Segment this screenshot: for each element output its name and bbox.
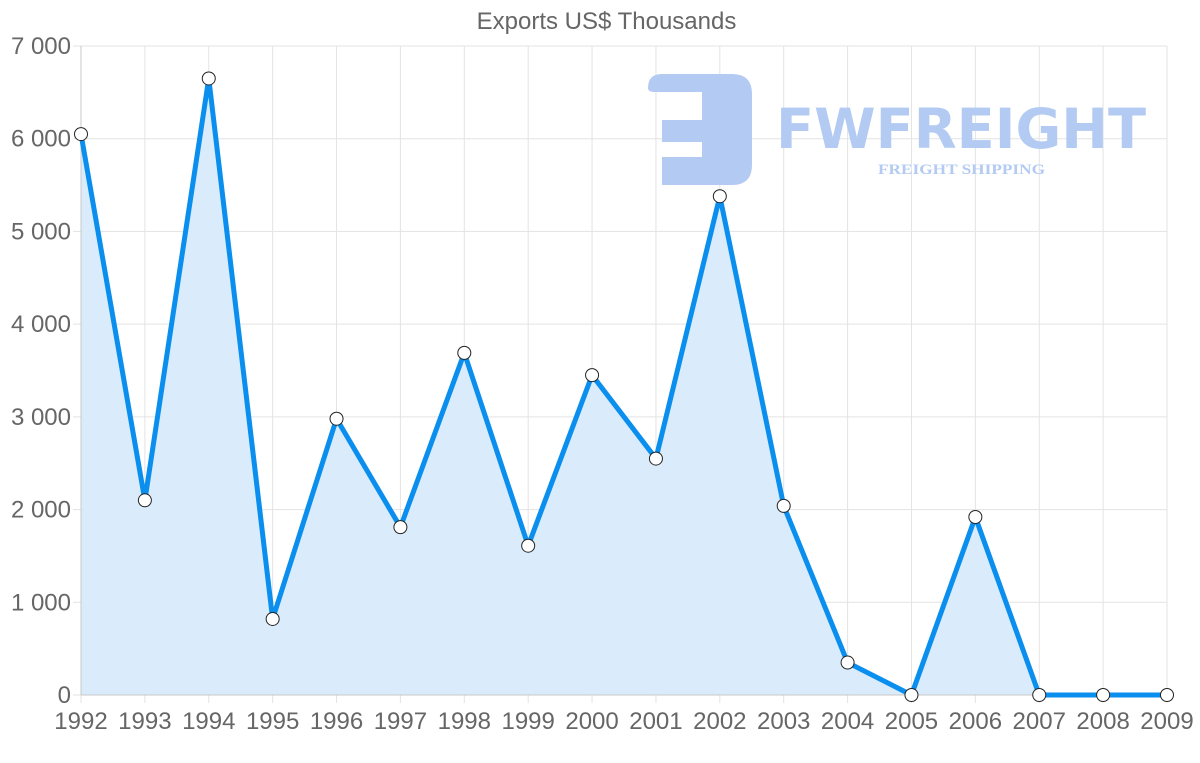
x-tick-label: 1995	[246, 708, 299, 735]
x-tick-label: 2008	[1076, 708, 1129, 735]
watermark-brand: FWFREIGHT	[776, 97, 1146, 161]
data-point-1994[interactable]	[201, 71, 216, 86]
data-point-1992[interactable]	[74, 127, 88, 142]
data-point-1999[interactable]	[521, 538, 536, 553]
y-tick-label: 3 000	[11, 404, 71, 431]
y-tick-label: 5 000	[11, 218, 71, 245]
data-point-1996[interactable]	[329, 411, 344, 426]
data-point-2007[interactable]	[1032, 688, 1047, 702]
data-point-2006[interactable]	[968, 509, 983, 524]
fwfreight-logo-icon	[648, 74, 752, 185]
x-tick-label: 1999	[501, 708, 554, 735]
x-tick-label: 1994	[182, 708, 235, 735]
y-tick-label: 2 000	[11, 497, 71, 524]
x-tick-label: 2007	[1013, 708, 1066, 735]
x-tick-label: 1996	[310, 708, 363, 735]
series-line	[78, 75, 1167, 698]
data-point-2008[interactable]	[1096, 688, 1111, 702]
data-points	[74, 71, 1174, 702]
data-point-1998[interactable]	[457, 345, 472, 360]
chart-title: Exports US$ Thousands	[476, 8, 737, 35]
x-tick-label: 2009	[1140, 708, 1193, 735]
x-tick-label: 2005	[885, 708, 938, 735]
x-tick-label: 2006	[949, 708, 1002, 735]
data-point-2003[interactable]	[776, 498, 791, 513]
x-tick-label: 1992	[54, 708, 107, 735]
data-point-2002[interactable]	[712, 189, 727, 204]
y-tick-label: 1 000	[11, 589, 71, 616]
x-tick-label: 2001	[629, 708, 682, 735]
data-point-2004[interactable]	[840, 655, 855, 670]
x-tick-label: 1993	[118, 708, 171, 735]
y-tick-label: 0	[58, 682, 71, 709]
y-axis-ticks: 0 1 000 2 000 3 000 4 000 5 000 6 000 7 000	[11, 33, 71, 709]
data-point-2001[interactable]	[648, 451, 663, 466]
watermark-tagline: FREIGHT SHIPPING	[878, 162, 1045, 178]
y-tick-label: 6 000	[11, 126, 71, 153]
x-axis-ticks: 1992 1993 1994 1995 1996 1997 1998 1999 2000 2001…	[54, 708, 1193, 735]
x-tick-label: 1998	[438, 708, 491, 735]
y-tick-label: 4 000	[11, 311, 71, 338]
data-point-2000[interactable]	[585, 368, 600, 383]
x-tick-label: 1997	[374, 708, 427, 735]
x-tick-label: 2004	[821, 708, 874, 735]
data-point-2009[interactable]	[1160, 688, 1174, 702]
x-tick-label: 2002	[693, 708, 746, 735]
x-tick-label: 2003	[757, 708, 810, 735]
watermark-logo: FWFREIGHT FREIGHT SHIPPING	[648, 74, 1146, 185]
y-tick-label: 7 000	[11, 33, 71, 60]
data-point-1997[interactable]	[393, 520, 408, 535]
data-point-2005[interactable]	[904, 688, 919, 702]
data-point-1995[interactable]	[265, 611, 280, 626]
axes	[80, 46, 1167, 696]
data-point-1993[interactable]	[137, 493, 152, 508]
area-fill	[81, 78, 1167, 695]
x-tick-label: 2000	[565, 708, 618, 735]
